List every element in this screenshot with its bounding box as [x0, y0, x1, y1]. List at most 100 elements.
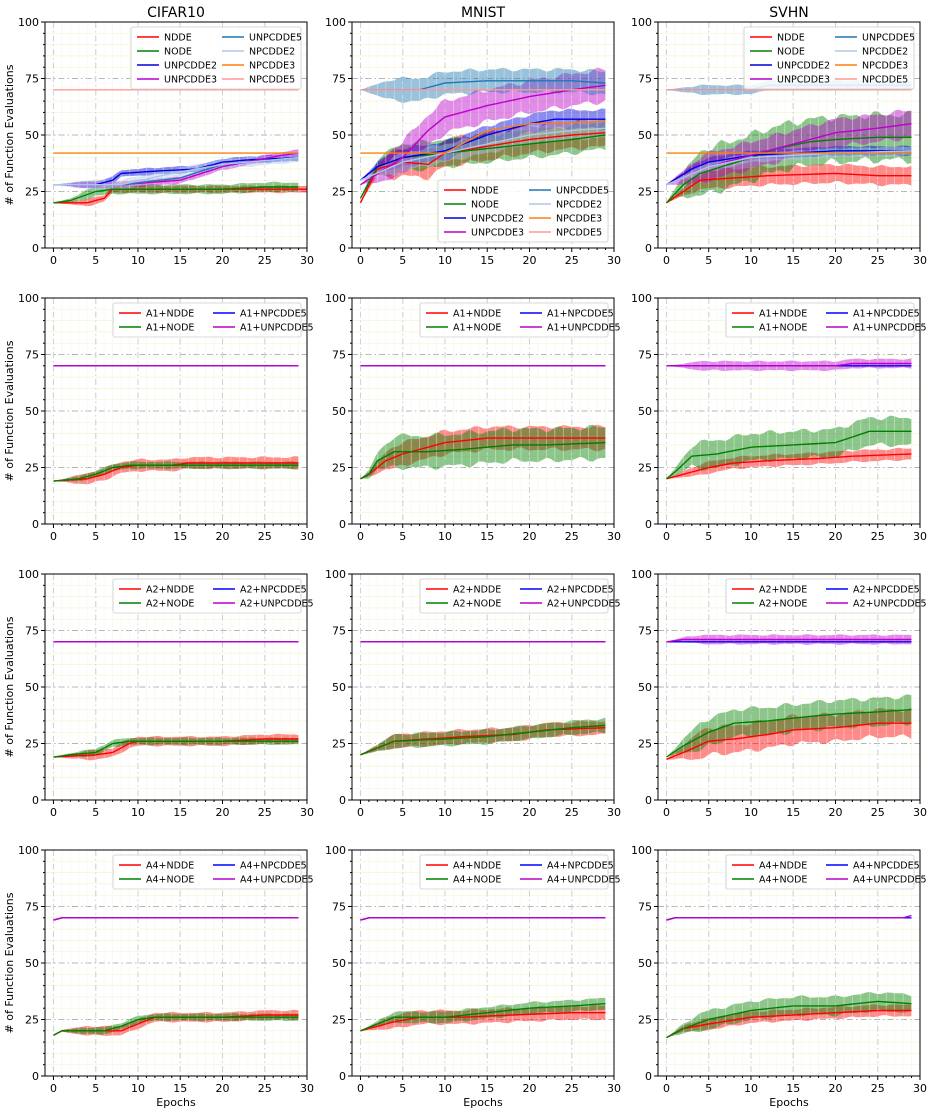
panel-cifar10-row2: 0 5 10 15 20 25 30 0 25 50 75 100 # of Function Eval…	[3, 292, 314, 543]
y-tick-label: 100	[325, 844, 346, 857]
x-tick-label: 20	[215, 806, 229, 819]
y-tick-label: 100	[18, 568, 39, 581]
band-node	[53, 181, 299, 203]
series-line-a2-unpcdde5	[666, 638, 912, 643]
x-tick-label: 0	[663, 1082, 670, 1095]
legend: A4+NDDE A4+NPCDDE5 A4+NODE A4+UNPCDDE5	[725, 854, 927, 890]
series-line-npcdde2	[360, 127, 606, 181]
y-tick-label: 25	[25, 462, 39, 475]
legend-entry: A2+NODE	[759, 599, 807, 610]
x-tick-label: 5	[399, 254, 406, 267]
legend-entry: A2+UNPCDDE5	[853, 599, 927, 610]
x-tick-label: 15	[786, 1082, 800, 1095]
legend-box	[112, 854, 302, 890]
series-lines	[53, 641, 299, 758]
legend-entry: NPCDDE2	[249, 47, 295, 58]
y-tick-label: 0	[645, 1070, 652, 1083]
y-axis-label: # of Function Evaluations	[3, 616, 16, 757]
x-tick-label: 25	[565, 1082, 579, 1095]
y-tick-label: 50	[332, 681, 346, 694]
series-line-node	[53, 186, 299, 204]
x-tick-label: 15	[480, 530, 494, 543]
y-tick-label: 25	[332, 1014, 346, 1027]
x-tick-label: 25	[871, 530, 885, 543]
y-tick-label: 25	[638, 462, 652, 475]
legend: A2+NDDE A2+NPCDDE5 A2+NODE A2+UNPCDDE5	[725, 578, 927, 614]
ticks	[41, 573, 308, 804]
y-tick-label: 100	[631, 292, 652, 305]
x-tick-label: 5	[705, 254, 712, 267]
ticks	[654, 849, 921, 1080]
x-tick-label: 15	[786, 254, 800, 267]
y-tick-label: 50	[332, 957, 346, 970]
x-tick-label: 30	[300, 1082, 314, 1095]
band-npcdde2	[666, 146, 912, 185]
y-tick-label: 25	[25, 1014, 39, 1027]
y-tick-label: 0	[339, 242, 346, 255]
x-tick-label: 30	[913, 1082, 927, 1095]
series-line-a4-ndde	[360, 1012, 606, 1032]
legend-entry: A1+NODE	[759, 323, 807, 334]
legend-entry: NPCDDE3	[556, 214, 602, 225]
series-line-a4-node	[53, 1016, 299, 1036]
x-tick-label: 5	[705, 1082, 712, 1095]
x-tick-label: 10	[131, 530, 145, 543]
x-tick-label: 25	[871, 806, 885, 819]
y-tick-label: 75	[638, 349, 652, 362]
legend-entry: A2+NDDE	[759, 585, 807, 596]
x-tick-label: 5	[92, 806, 99, 819]
y-tick-label: 75	[638, 73, 652, 86]
x-tick-label: 0	[50, 806, 57, 819]
x-tick-label: 0	[663, 254, 670, 267]
legend-entry: UNPCDDE5	[249, 33, 302, 44]
y-tick-label: 100	[631, 16, 652, 29]
y-tick-label: 0	[339, 1070, 346, 1083]
panel-svhn-row4: 0 5 10 15 20 25 30 0 25 50 75 100 Epochs A4+NDDE A4+NP…	[631, 844, 927, 1109]
legend-box	[743, 26, 915, 90]
legend-box	[725, 302, 915, 338]
x-tick-label: 5	[92, 254, 99, 267]
legend-entry: A1+NPCDDE5	[240, 309, 307, 320]
series-line-a4-ndde	[666, 1009, 912, 1039]
x-tick-label: 10	[744, 1082, 758, 1095]
series-line-npcdde3	[360, 120, 606, 154]
legend-entry: UNPCDDE2	[164, 61, 217, 72]
legend-entry: A4+UNPCDDE5	[547, 875, 621, 886]
x-tick-label: 5	[92, 1082, 99, 1095]
x-tick-label: 20	[522, 806, 536, 819]
confidence-bands	[666, 358, 912, 479]
x-tick-label: 25	[565, 806, 579, 819]
y-tick-label: 0	[32, 794, 39, 807]
legend-entry: NPCDDE5	[862, 75, 908, 86]
x-tick-label: 25	[871, 254, 885, 267]
series-line-npcdde2	[666, 150, 912, 186]
legend-entry: A2+NODE	[453, 599, 501, 610]
x-tick-label: 5	[399, 806, 406, 819]
legend-entry: A2+NODE	[146, 599, 194, 610]
legend-entry: A1+UNPCDDE5	[240, 323, 314, 334]
ticks	[41, 297, 308, 528]
y-tick-label: 25	[638, 738, 652, 751]
band-a2-ndde	[666, 707, 912, 760]
legend-entry: A4+NDDE	[146, 861, 194, 872]
x-tick-label: 20	[828, 1082, 842, 1095]
y-tick-label: 0	[32, 242, 39, 255]
band-ndde	[666, 163, 912, 203]
x-tick-label: 20	[828, 806, 842, 819]
x-tick-label: 10	[438, 1082, 452, 1095]
legend-entry: A4+NPCDDE5	[853, 861, 920, 872]
legend-entry: UNPCDDE2	[777, 61, 830, 72]
legend-box	[419, 854, 609, 890]
x-tick-label: 30	[607, 530, 621, 543]
legend-entry: NDDE	[471, 186, 499, 197]
confidence-bands	[53, 1009, 299, 1036]
y-tick-label: 0	[645, 794, 652, 807]
ticks	[348, 21, 615, 252]
x-tick-label: 0	[357, 530, 364, 543]
legend: NDDE UNPCDDE5 NODE NPCDDE2 UNPCDDE2 NPCDDE3 UN…	[437, 179, 609, 243]
y-tick-label: 100	[631, 844, 652, 857]
x-tick-label: 30	[300, 254, 314, 267]
band-unpcdde3	[666, 109, 912, 185]
series-lines	[53, 917, 299, 1036]
